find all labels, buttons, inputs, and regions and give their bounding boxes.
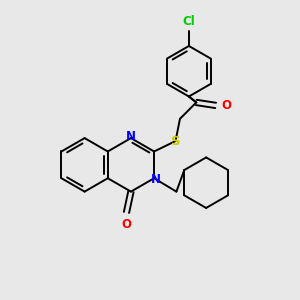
Text: O: O — [122, 218, 131, 231]
Text: N: N — [151, 173, 160, 186]
Text: N: N — [126, 130, 136, 143]
Text: O: O — [221, 99, 231, 112]
Text: S: S — [171, 135, 180, 148]
Text: Cl: Cl — [182, 15, 195, 28]
